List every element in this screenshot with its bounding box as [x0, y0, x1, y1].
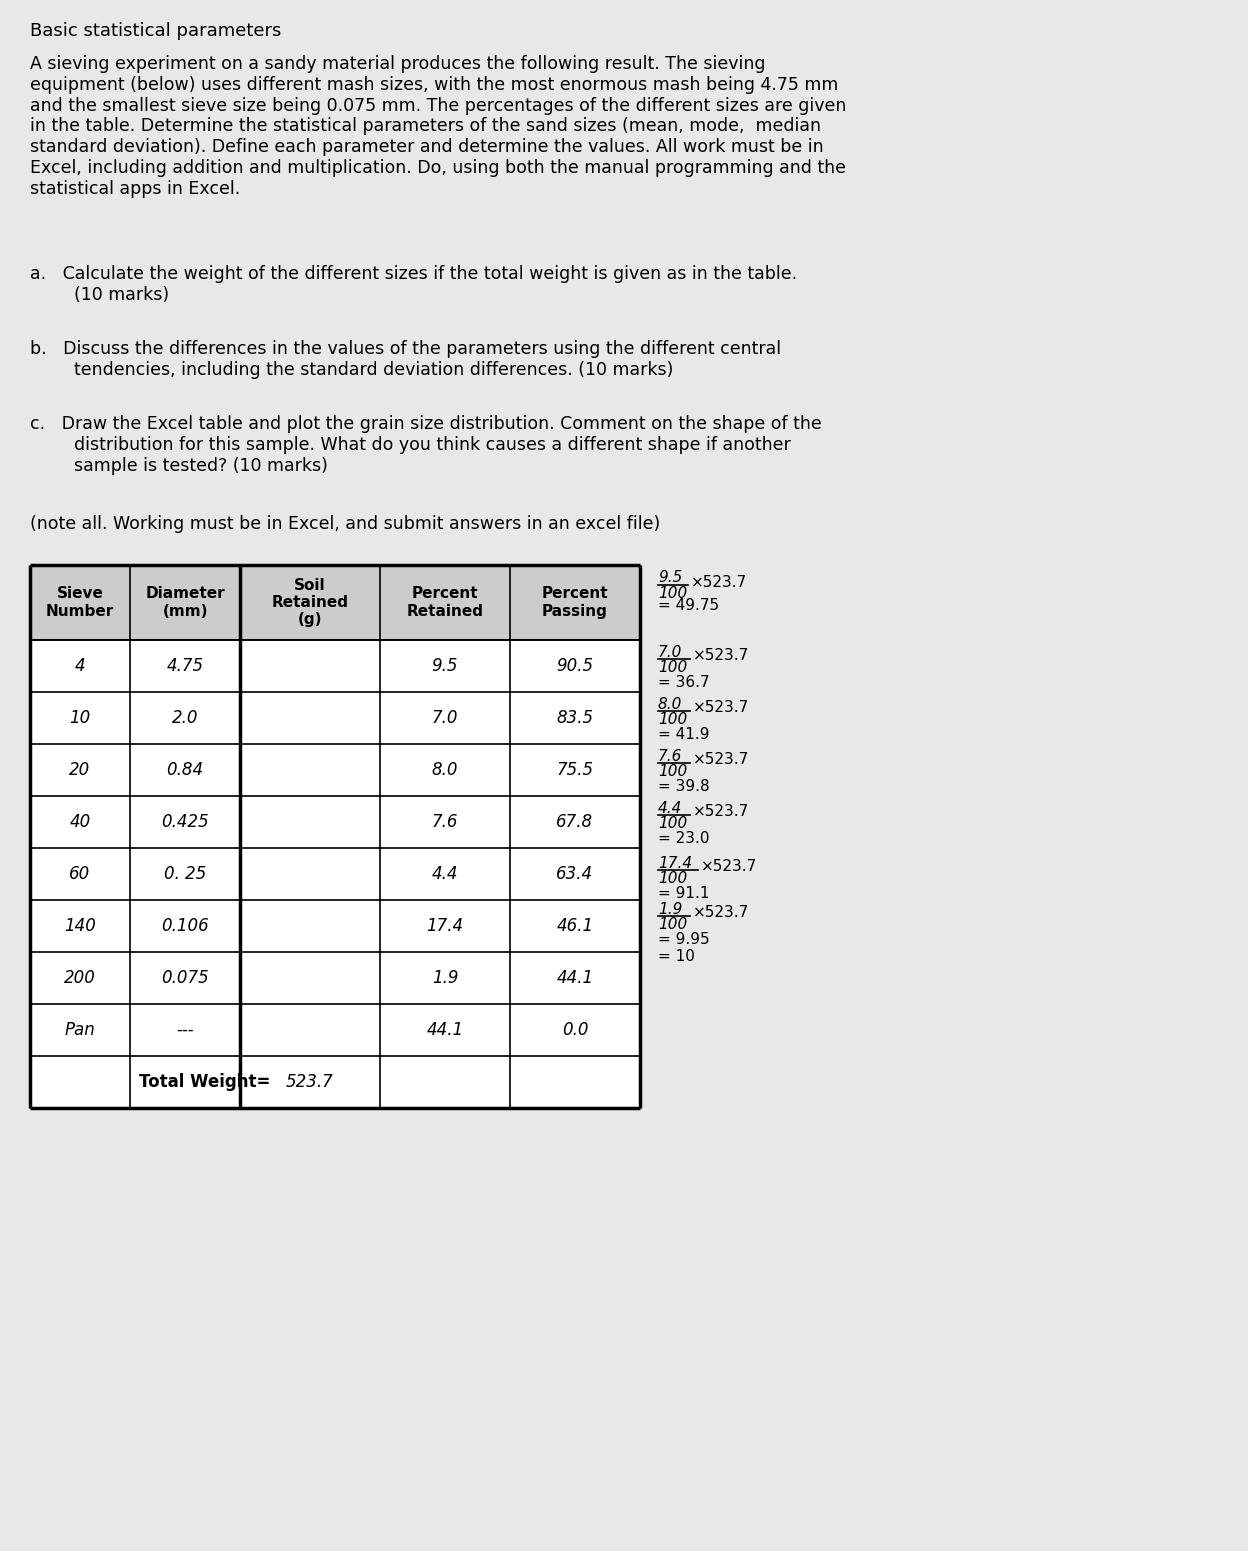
- Text: = 36.7: = 36.7: [658, 675, 710, 690]
- Text: ×523.7: ×523.7: [693, 752, 749, 768]
- Text: 40: 40: [70, 813, 91, 831]
- Text: 44.1: 44.1: [427, 1021, 463, 1039]
- Text: ×523.7: ×523.7: [691, 575, 748, 589]
- Text: 46.1: 46.1: [557, 917, 594, 935]
- Text: Percent
Passing: Percent Passing: [542, 586, 608, 619]
- Text: 100: 100: [658, 872, 688, 886]
- Text: 20: 20: [70, 762, 91, 779]
- Text: Sieve
Number: Sieve Number: [46, 586, 114, 619]
- Text: 0.84: 0.84: [166, 762, 203, 779]
- Text: ×523.7: ×523.7: [693, 700, 749, 715]
- Text: 0. 25: 0. 25: [163, 865, 206, 883]
- Text: 17.4: 17.4: [427, 917, 463, 935]
- Text: 1.9: 1.9: [432, 969, 458, 986]
- Text: ×523.7: ×523.7: [701, 859, 758, 875]
- Bar: [30, 1056, 640, 1107]
- Bar: [30, 641, 640, 692]
- Text: = 39.8: = 39.8: [658, 779, 710, 794]
- Text: = 23.0: = 23.0: [658, 831, 710, 845]
- Text: 90.5: 90.5: [557, 658, 594, 675]
- Text: ---: ---: [176, 1021, 193, 1039]
- Text: 7.6: 7.6: [432, 813, 458, 831]
- Text: 0.0: 0.0: [562, 1021, 588, 1039]
- Text: 100: 100: [658, 816, 688, 831]
- Text: 4.75: 4.75: [166, 658, 203, 675]
- Text: 8.0: 8.0: [432, 762, 458, 779]
- Text: 10: 10: [70, 709, 91, 727]
- Text: 75.5: 75.5: [557, 762, 594, 779]
- Text: b.   Discuss the differences in the values of the parameters using the different: b. Discuss the differences in the values…: [30, 340, 781, 378]
- Text: 83.5: 83.5: [557, 709, 594, 727]
- Text: 7.6: 7.6: [658, 749, 683, 765]
- Text: 9.5: 9.5: [658, 571, 683, 585]
- Text: 2.0: 2.0: [172, 709, 198, 727]
- Text: Pan: Pan: [65, 1021, 95, 1039]
- Text: 100: 100: [658, 712, 688, 727]
- Text: Total Weight=: Total Weight=: [140, 1073, 271, 1090]
- Text: A sieving experiment on a sandy material produces the following result. The siev: A sieving experiment on a sandy material…: [30, 54, 846, 199]
- Text: 0.106: 0.106: [161, 917, 208, 935]
- Text: 140: 140: [64, 917, 96, 935]
- Text: 4.4: 4.4: [432, 865, 458, 883]
- Bar: [30, 1003, 640, 1056]
- Bar: [30, 952, 640, 1003]
- Bar: [30, 848, 640, 900]
- Text: 4.4: 4.4: [658, 800, 683, 816]
- Text: 200: 200: [64, 969, 96, 986]
- Text: 0.075: 0.075: [161, 969, 208, 986]
- Text: c.   Draw the Excel table and plot the grain size distribution. Comment on the s: c. Draw the Excel table and plot the gra…: [30, 416, 821, 475]
- Text: 67.8: 67.8: [557, 813, 594, 831]
- Bar: [30, 900, 640, 952]
- Text: 100: 100: [658, 586, 688, 600]
- Text: 4: 4: [75, 658, 85, 675]
- Text: Diameter
(mm): Diameter (mm): [145, 586, 225, 619]
- Text: 1.9: 1.9: [658, 903, 683, 917]
- Text: ×523.7: ×523.7: [693, 648, 749, 662]
- Text: 17.4: 17.4: [658, 856, 693, 872]
- Text: a.   Calculate the weight of the different sizes if the total weight is given as: a. Calculate the weight of the different…: [30, 265, 797, 304]
- Text: ×523.7: ×523.7: [693, 904, 749, 920]
- Text: = 49.75: = 49.75: [658, 599, 719, 613]
- Text: 0.425: 0.425: [161, 813, 208, 831]
- Text: 60: 60: [70, 865, 91, 883]
- Text: 100: 100: [658, 765, 688, 779]
- Text: 44.1: 44.1: [557, 969, 594, 986]
- Bar: [30, 796, 640, 848]
- Text: Soil
Retained
(g): Soil Retained (g): [272, 577, 348, 628]
- Text: Basic statistical parameters: Basic statistical parameters: [30, 22, 281, 40]
- Bar: [30, 692, 640, 744]
- Bar: [30, 565, 640, 641]
- Text: ×523.7: ×523.7: [693, 803, 749, 819]
- Text: 9.5: 9.5: [432, 658, 458, 675]
- Text: 523.7: 523.7: [286, 1073, 334, 1090]
- Text: 100: 100: [658, 917, 688, 932]
- Text: = 91.1: = 91.1: [658, 886, 710, 901]
- Text: 7.0: 7.0: [658, 645, 683, 661]
- Text: 7.0: 7.0: [432, 709, 458, 727]
- Text: 8.0: 8.0: [658, 696, 683, 712]
- Text: = 41.9: = 41.9: [658, 727, 710, 741]
- Text: 63.4: 63.4: [557, 865, 594, 883]
- Text: Percent
Retained: Percent Retained: [407, 586, 483, 619]
- Bar: [30, 744, 640, 796]
- Text: 100: 100: [658, 661, 688, 675]
- Text: = 9.95
= 10: = 9.95 = 10: [658, 932, 710, 965]
- Text: (note all. Working must be in Excel, and submit answers in an excel file): (note all. Working must be in Excel, and…: [30, 515, 660, 534]
